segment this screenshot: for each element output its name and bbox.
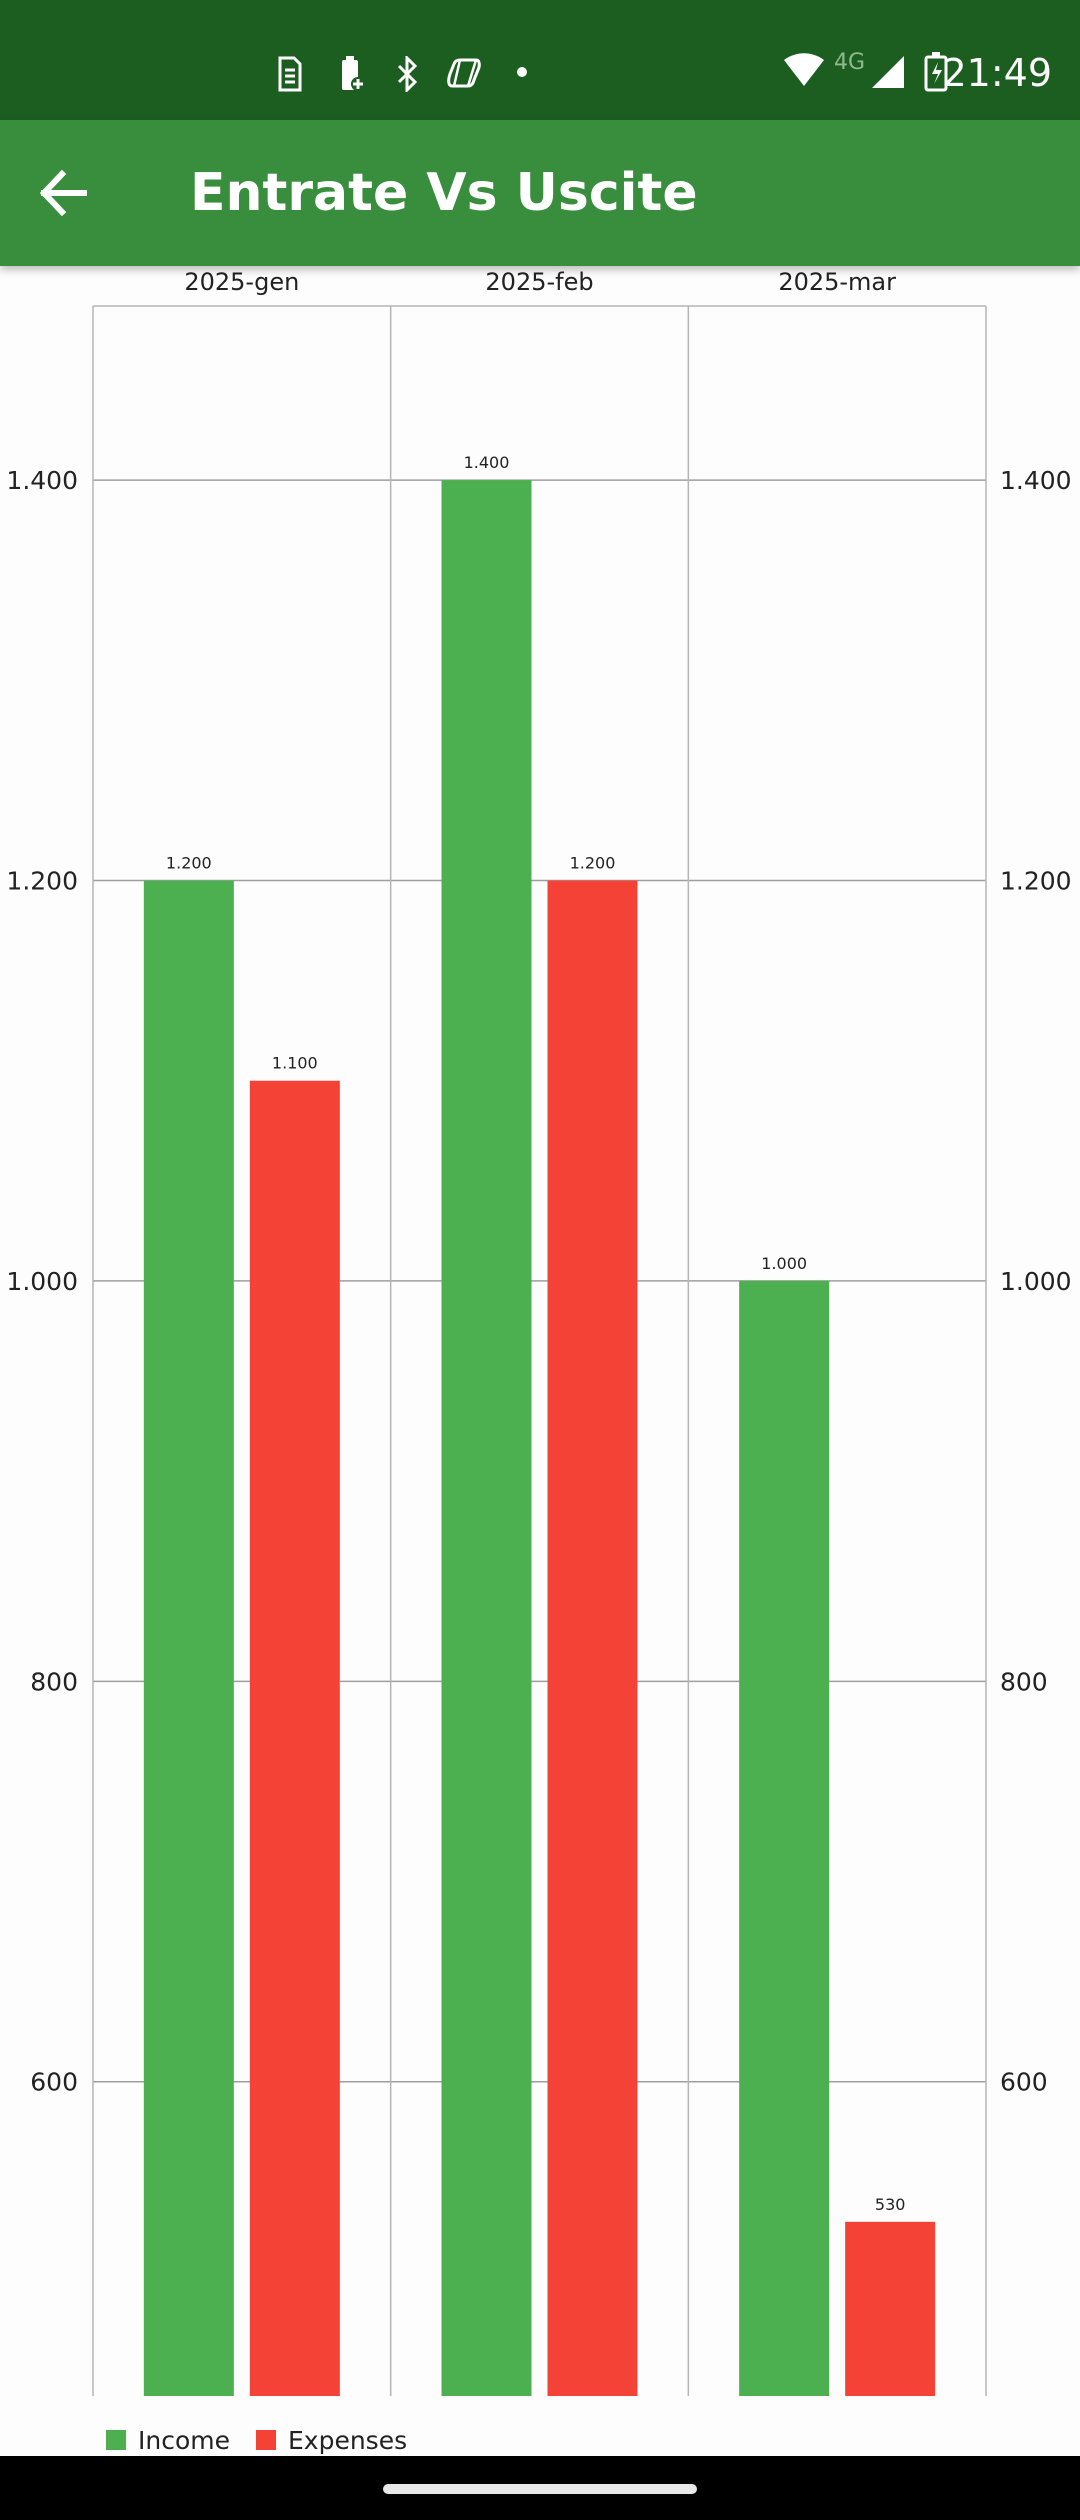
y-tick-label-right: 1.000 [1000,1267,1072,1296]
sim-card-icon [278,56,302,92]
y-tick-label-left: 1.000 [6,1267,78,1296]
navigation-bar [0,2456,1080,2520]
bluetooth-icon [397,56,418,92]
bar-expenses-2025-mar[interactable] [845,2221,936,2396]
legend-swatch [256,2430,276,2450]
legend-label: Expenses [288,2425,408,2455]
legend-item-income: Income [106,2426,230,2455]
bar-income-2025-gen[interactable] [143,880,234,2396]
page-title: Entrate Vs Uscite [190,163,698,223]
bar-expenses-2025-feb[interactable] [547,880,638,2396]
arrow-back-icon[interactable] [34,158,114,228]
battery-charging-icon [924,52,948,92]
cell-signal-icon [872,56,904,88]
copilot-icon [447,58,481,88]
battery-saver-icon [342,56,364,91]
bar-income-2025-mar[interactable] [739,1280,830,2396]
y-tick-label-left: 800 [30,1667,78,1696]
notification-dot-icon [517,67,527,77]
home-gesture-handle[interactable] [383,2484,697,2494]
data-label-income: 1.000 [761,1254,807,1273]
y-tick-label-right: 600 [1000,2068,1048,2097]
y-tick-label-right: 1.200 [1000,867,1072,896]
x-tick-label: 2025-gen [184,268,299,296]
y-tick-label-right: 800 [1000,1667,1048,1696]
app-bar: Entrate Vs Uscite [0,120,1080,266]
status-bar: 4G 21:49 [0,0,1080,120]
data-label-expenses: 530 [875,2195,906,2214]
data-label-expenses: 1.200 [570,854,616,873]
legend-item-expenses: Expenses [256,2426,407,2455]
wifi-icon [784,53,824,86]
bar-expenses-2025-gen[interactable] [249,1080,340,2396]
y-tick-label-left: 1.200 [6,867,78,896]
x-tick-label: 2025-mar [778,268,896,296]
network-type-label: 4G [834,50,866,75]
legend-swatch [106,2430,126,2450]
status-time: 21:49 [942,51,1052,95]
legend-label: Income [138,2425,230,2455]
y-tick-label-left: 1.400 [6,466,78,495]
data-label-income: 1.200 [166,854,212,873]
data-label-expenses: 1.100 [272,1054,318,1073]
x-tick-label: 2025-feb [485,268,593,296]
chart-legend: Income Expenses [106,2420,419,2460]
bar-income-2025-feb[interactable] [441,480,532,2396]
y-tick-label-left: 600 [30,2068,78,2097]
bar-chart: 600 600 800 800 1.000 1.000 1.200 1.200 1.400 1.4… [6,268,1072,2396]
y-tick-label-right: 1.400 [1000,466,1072,495]
data-label-income: 1.400 [464,453,510,472]
